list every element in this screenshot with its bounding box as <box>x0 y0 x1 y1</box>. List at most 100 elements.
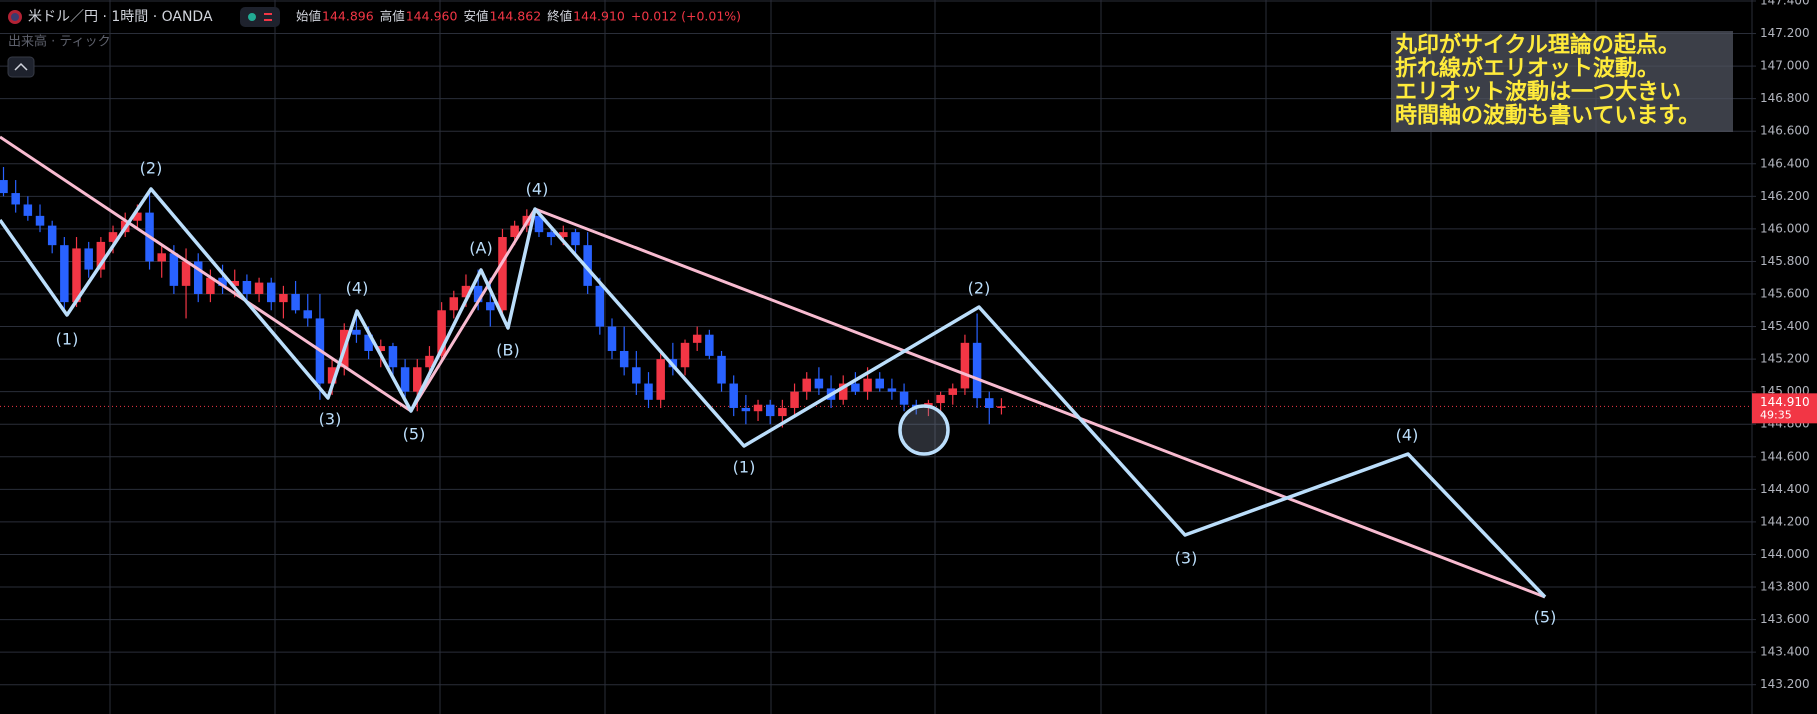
header: 米ドル／円 · 1時間 · OANDA 出来高 · ティック 始値 144.896 高値… <box>7 7 741 78</box>
candle-body <box>607 326 617 351</box>
candle-body <box>206 277 215 294</box>
ohlc-label: 高値 <box>380 9 405 24</box>
candle-body <box>376 346 386 351</box>
y-tick-label: 146.600 <box>1760 124 1810 138</box>
wave-label: (2) <box>968 279 991 298</box>
candle-body <box>242 280 252 294</box>
candle-body <box>534 215 544 233</box>
candle-body <box>133 212 142 221</box>
y-tick-label: 143.600 <box>1760 612 1810 626</box>
ohlc-label: 終値 <box>547 9 572 24</box>
y-tick-label: 145.600 <box>1760 287 1810 301</box>
wave-label: (3) <box>1175 549 1198 568</box>
candle-body <box>218 277 227 286</box>
candle-body <box>108 232 118 242</box>
candle-body <box>692 334 702 343</box>
wave-labels: (1) (2) (3) (4) (5) (A) (B) (4) (1) (2) (3) (4) (5) <box>56 159 1557 627</box>
countdown: 49:35 <box>1760 408 1792 421</box>
trend-line <box>0 135 1546 599</box>
candle-body <box>838 383 848 400</box>
y-tick-label: 147.200 <box>1760 26 1810 40</box>
candle-body <box>449 297 459 311</box>
wave-label: (5) <box>1534 608 1557 627</box>
wave-label: (5) <box>403 425 426 444</box>
y-tick-label: 144.000 <box>1760 547 1810 561</box>
wave-label: (4) <box>526 180 549 199</box>
candle-body <box>47 225 57 246</box>
y-tick-label: 147.400 <box>1760 0 1810 7</box>
candle-body <box>680 342 690 368</box>
collapse-icon <box>14 62 28 71</box>
candle-body <box>84 248 93 270</box>
candle-body <box>291 294 300 311</box>
candle-body <box>327 367 337 384</box>
candle-body <box>595 285 605 327</box>
cycle-circle <box>898 404 950 456</box>
wave-label: (1) <box>56 330 79 349</box>
candle-body <box>899 391 909 405</box>
candle-body <box>705 334 714 356</box>
candle-body <box>717 355 726 384</box>
volume-label: 出来高 · ティック <box>8 34 111 50</box>
y-tick-label: 146.200 <box>1760 189 1810 203</box>
candle-body <box>851 383 860 392</box>
candle-body <box>997 406 1006 408</box>
y-tick-label: 146.400 <box>1760 156 1810 170</box>
y-tick-label: 143.200 <box>1760 677 1810 691</box>
candle-body <box>72 248 81 303</box>
candle-body <box>863 378 872 392</box>
annotation-line: 折れ線がエリオット波動。 <box>1395 56 1659 82</box>
ohlc-value: 144.896 <box>322 9 374 24</box>
candle-body <box>181 261 191 286</box>
candle-body <box>96 241 106 270</box>
candle-body <box>23 204 33 216</box>
candle-body <box>230 280 239 286</box>
candle-body <box>765 404 775 417</box>
wave-label: (4) <box>346 279 369 298</box>
candle-body <box>948 388 958 395</box>
y-tick-label: 147.000 <box>1760 59 1810 73</box>
candle-body <box>303 310 312 319</box>
candle-body <box>960 342 970 389</box>
candle-body <box>437 310 446 356</box>
candle-body <box>254 282 264 294</box>
candle-body <box>35 215 45 226</box>
price-grid <box>0 0 1752 686</box>
candle-body <box>364 334 373 351</box>
y-tick-label: 143.800 <box>1760 580 1810 594</box>
candle-body <box>279 294 288 303</box>
candle-body <box>656 359 665 400</box>
candle-body <box>193 261 203 294</box>
annotation-line: 時間軸の波動も書いています。 <box>1395 103 1700 129</box>
symbol-title: 米ドル／円 · 1時間 · OANDA <box>28 9 213 25</box>
candle-body <box>972 342 982 399</box>
candle-body <box>583 245 592 286</box>
candle-body <box>753 404 763 412</box>
wave-label: (A) <box>469 239 492 258</box>
annotation: 丸印がサイクル理論の起点。折れ線がエリオット波動。エリオット波動は一つ大きい時間… <box>1394 32 1700 129</box>
candle-body <box>632 367 641 384</box>
collapse-button[interactable] <box>7 56 35 78</box>
candle-body <box>352 329 361 335</box>
candle-body <box>887 388 897 392</box>
y-tick-label: 145.800 <box>1760 254 1810 268</box>
ohlc-value: 144.910 <box>573 9 625 24</box>
candle-body <box>498 237 507 311</box>
wave-label: (4) <box>1396 426 1419 445</box>
candle-body <box>486 302 495 311</box>
candle-body <box>400 367 410 392</box>
status-icon <box>264 13 272 15</box>
candle-body <box>510 225 519 238</box>
candle-body <box>802 378 811 392</box>
last-price-label: 144.910 <box>1760 395 1810 409</box>
candle-body <box>60 245 69 303</box>
candle-body <box>571 232 580 246</box>
candle-body <box>778 407 787 417</box>
wave-drawings <box>0 135 1547 599</box>
y-tick-label: 144.400 <box>1760 482 1810 496</box>
candle-body <box>388 346 398 368</box>
flag-icon-inner <box>11 13 19 21</box>
candle-body <box>11 193 20 205</box>
candle-body <box>473 285 483 303</box>
